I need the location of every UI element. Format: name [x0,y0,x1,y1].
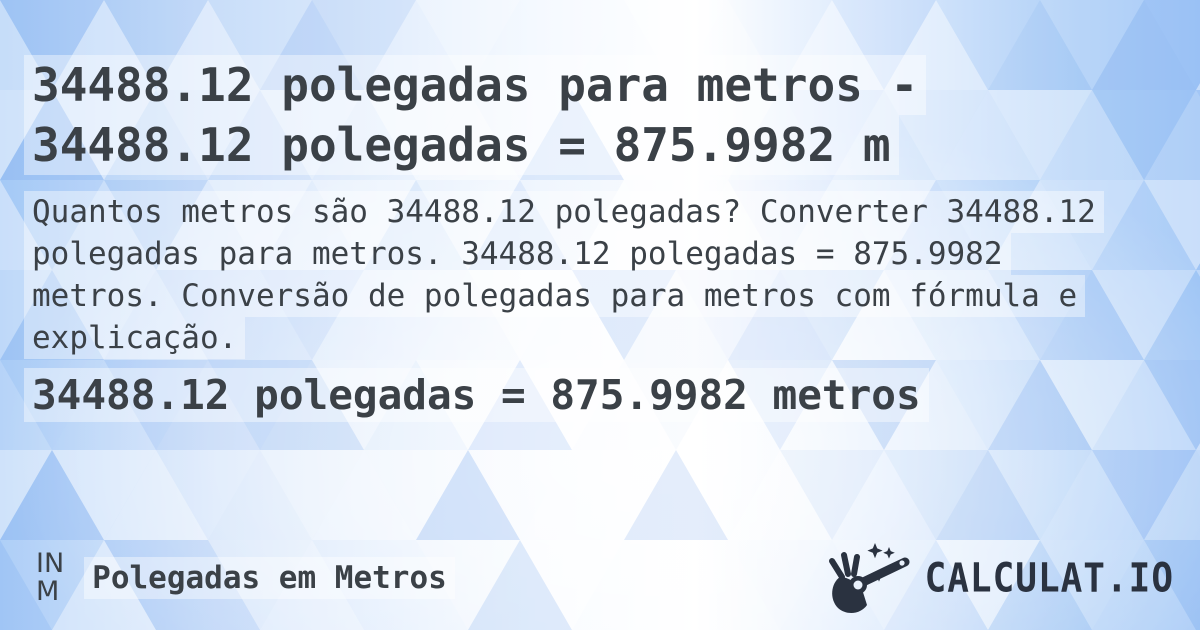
conversion-result: 34488.12 polegadas = 875.9982 metros [24,368,1132,423]
page-title-text: 34488.12 polegadas para metros - 34488.1… [24,54,927,175]
description-text-body: Quantos metros são 34488.12 polegadas? C… [24,191,1104,359]
footer-category: IN M Polegadas em Metros [36,540,455,616]
brand-name: CALCULAT.IO [924,555,1174,601]
page-title: 34488.12 polegadas para metros - 34488.1… [24,54,1132,175]
description-text: Quantos metros são 34488.12 polegadas? C… [24,191,1132,359]
unit-badge-to: M [36,576,60,607]
brand-logo: CALCULAT.IO [815,538,1174,618]
unit-badge-from: IN [36,548,65,579]
conversion-result-text: 34488.12 polegadas = 875.9982 metros [24,368,929,423]
category-label: Polegadas em Metros [84,557,455,599]
unit-badge: IN M [36,550,64,606]
magic-wand-hand-icon [815,539,919,617]
category-label-text: Polegadas em Metros [84,557,455,599]
